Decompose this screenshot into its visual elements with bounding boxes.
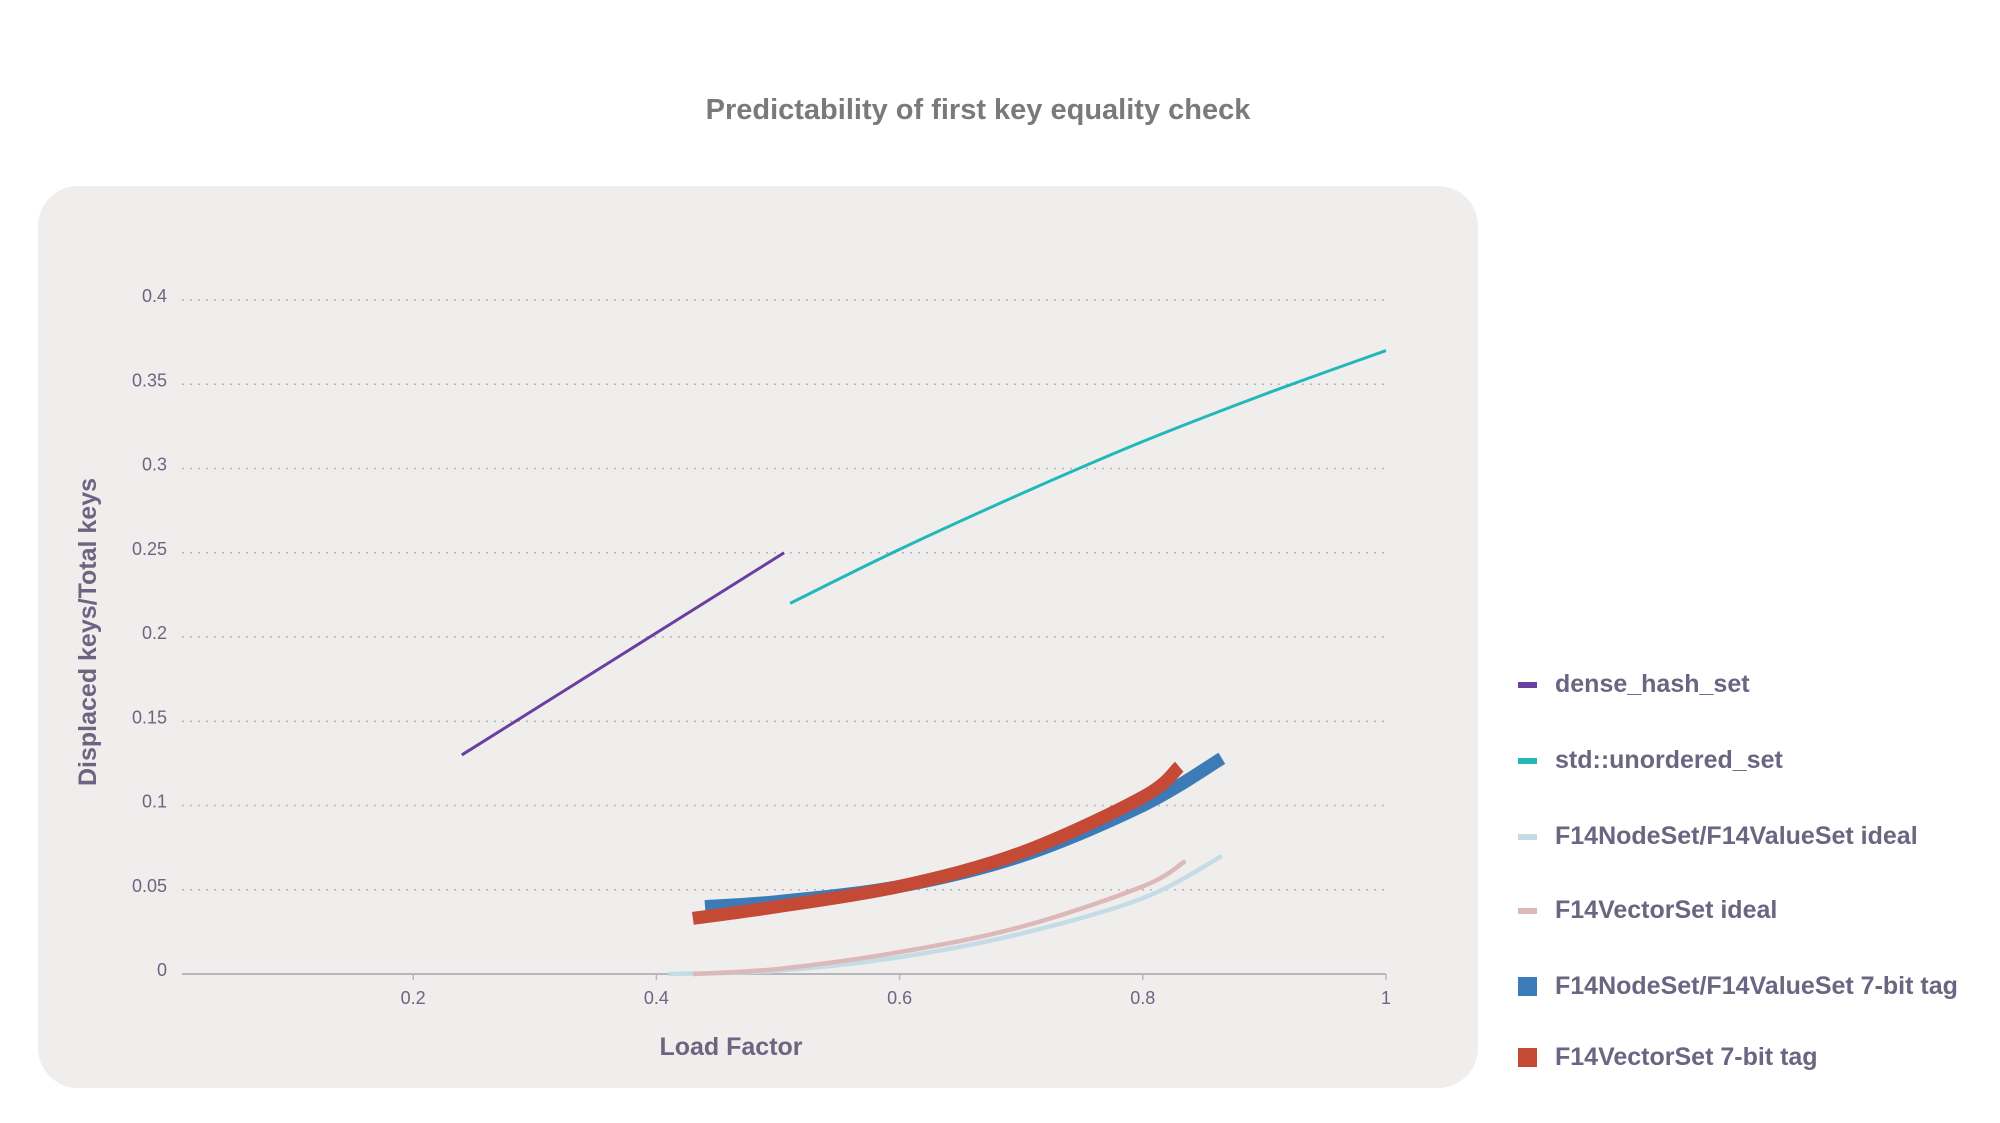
x-tick-label: 0.8 — [1130, 988, 1155, 1008]
x-tick-label: 1 — [1381, 988, 1391, 1008]
x-tick-label: 0.4 — [644, 988, 669, 1008]
y-axis-label: Displaced keys/Total keys — [74, 478, 102, 786]
y-tick-label: 0 — [157, 960, 167, 980]
x-axis-label: Load Factor — [659, 1033, 802, 1061]
legend-swatch — [1518, 1048, 1537, 1067]
y-tick-label: 0.15 — [132, 707, 167, 727]
gridlines — [182, 299, 1386, 891]
legend-label: F14VectorSet ideal — [1555, 896, 1778, 924]
y-tick-label: 0.25 — [132, 539, 167, 559]
legend-label: F14NodeSet/F14ValueSet ideal — [1555, 822, 1918, 850]
series-line-f14vectorset-ideal — [692, 859, 1187, 977]
legend-item-dense-hash-set: dense_hash_set — [1518, 670, 1750, 699]
legend-item-f14nodeset-f14valueset-7-bit-tag: F14NodeSet/F14ValueSet 7-bit tag — [1518, 972, 1958, 1001]
series-line-f14vectorset-7-bit-tag — [691, 761, 1184, 925]
legend-swatch — [1518, 681, 1537, 688]
legend-item-f14vectorset-7-bit-tag: F14VectorSet 7-bit tag — [1518, 1043, 1818, 1072]
legend-swatch — [1518, 907, 1537, 914]
y-tick-label: 0.35 — [132, 370, 167, 390]
y-tick-label: 0.3 — [142, 455, 167, 475]
legend-item-std-unordered-set: std::unordered_set — [1518, 746, 1783, 775]
legend-swatch — [1518, 757, 1537, 764]
y-tick-label: 0.2 — [142, 623, 167, 643]
legend-swatch — [1518, 977, 1537, 996]
legend-item-f14vectorset-ideal: F14VectorSet ideal — [1518, 896, 1777, 925]
series-line-std-unordered-set — [789, 349, 1387, 605]
legend-item-f14nodeset-f14valueset-ideal: F14NodeSet/F14ValueSet ideal — [1518, 822, 1918, 851]
y-tick-label: 0.05 — [132, 876, 167, 896]
legend-swatch — [1518, 833, 1537, 840]
legend-label: F14VectorSet 7-bit tag — [1555, 1043, 1818, 1071]
y-tick-label: 0.1 — [142, 792, 167, 812]
chart-title: Predictability of first key equality che… — [705, 94, 1251, 126]
legend-label: std::unordered_set — [1555, 746, 1783, 774]
x-tick-label: 0.2 — [401, 988, 426, 1008]
series-lines — [461, 349, 1387, 977]
series-line-dense-hash-set — [461, 551, 785, 757]
legend-label: dense_hash_set — [1555, 670, 1750, 698]
x-tick-label: 0.6 — [887, 988, 912, 1008]
tick-labels: 0 0.05 0.1 0.15 0.2 0.25 0.3 0.35 0.4 0.2 0.4 0.6 0.… — [132, 286, 1391, 1008]
y-tick-label: 0.4 — [142, 286, 167, 306]
legend-label: F14NodeSet/F14ValueSet 7-bit tag — [1555, 972, 1958, 1000]
